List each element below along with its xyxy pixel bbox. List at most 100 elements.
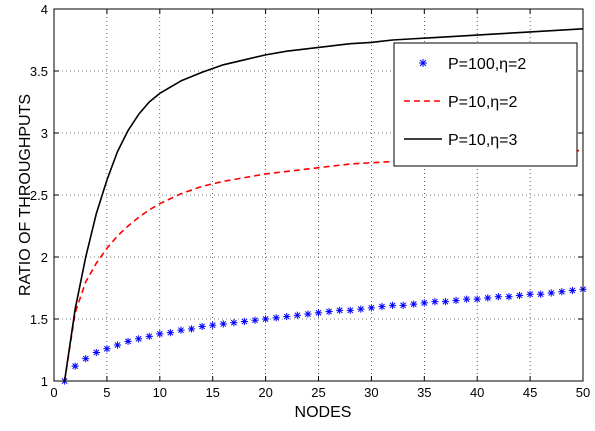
x-tick-label: 35 [417,385,431,400]
x-tick-label: 45 [523,385,537,400]
asterisk-stroke [368,304,375,311]
data-point [209,321,217,329]
data-point [484,294,492,302]
data-point [537,290,545,298]
x-tick-label: 20 [258,385,272,400]
data-point [420,299,428,307]
asterisk-stroke [315,309,322,316]
x-tick-label: 0 [50,385,57,400]
data-point [558,288,566,296]
data-point [103,345,111,353]
data-point [410,300,418,308]
asterisk-stroke [474,296,481,303]
data-point [388,301,397,309]
asterisk-stroke [283,313,290,320]
x-axis-label: NODES [295,404,352,421]
asterisk-stroke [357,306,364,313]
ticks-layer: 0 5 10 15 20 25 30 35 40 45 50 1 1.5 2 2.5 3 3.5 4 [30,2,590,400]
asterisk-stroke [537,291,544,298]
legend-label: P=100,η=2 [448,56,526,73]
data-point [187,325,196,333]
data-point [71,362,79,370]
asterisk-stroke [453,297,459,304]
data-point [283,312,291,321]
y-axis-label: RATIO OF THROUGHPUTS [17,94,34,296]
asterisk-stroke [252,317,258,324]
asterisk-stroke [336,307,343,314]
series-layer [60,28,587,385]
data-point [262,315,270,323]
asterisk-stroke [569,287,576,294]
asterisk-stroke [230,319,237,326]
asterisk-stroke [220,321,227,327]
data-point [336,306,344,314]
data-point [82,355,90,363]
asterisk-stroke [82,355,89,362]
legend: P=100,η=2 P=10,η=2 P=10,η=3 [393,42,578,167]
y-tick-label: 1 [41,374,48,389]
series-line [63,28,584,382]
asterisk-stroke [178,327,184,334]
data-point [441,298,450,306]
x-tick-label: 15 [205,385,219,400]
data-point [399,301,407,309]
asterisk-stroke [505,293,512,300]
data-point [568,286,577,295]
x-tick-label: 5 [103,385,110,400]
data-point [452,296,460,304]
asterisk-stroke [484,294,491,301]
x-tick-label: 50 [576,385,590,400]
series-line [63,149,584,382]
asterisk-stroke [442,298,449,305]
asterisk-stroke [241,318,248,325]
data-point [219,320,227,328]
y-tick-label: 2 [41,250,48,265]
data-point [135,335,143,343]
asterisk-stroke [516,292,523,299]
data-point [113,341,122,349]
asterisk-stroke [326,308,333,315]
data-point [378,303,386,311]
asterisk-stroke [188,325,195,332]
asterisk-stroke [262,316,269,322]
asterisk-stroke [389,302,396,309]
data-point [431,298,439,306]
data-point [494,293,502,301]
y-tick-label: 4 [41,2,48,17]
asterisk-stroke [410,301,417,308]
asterisk-stroke [527,291,534,298]
asterisk-stroke [304,311,311,317]
data-point [251,316,259,324]
series-1 [60,285,587,385]
data-point [367,304,375,312]
asterisk-stroke [548,290,555,296]
x-tick-label: 10 [153,385,167,400]
data-point [357,305,365,313]
data-point [272,314,280,322]
x-tick-label: 30 [364,385,378,400]
asterisk-stroke [431,298,438,305]
asterisk-stroke [93,349,100,356]
data-point [166,329,174,337]
asterisk-stroke [167,329,174,336]
data-point [92,348,100,357]
asterisk-stroke [347,307,354,314]
data-point [177,326,185,334]
legend-label: P=10,η=2 [448,94,518,111]
data-point [156,330,164,338]
series-2 [63,149,584,382]
data-point [293,311,301,319]
series-3 [63,28,584,382]
asterisk-stroke [209,322,216,329]
asterisk-stroke [156,330,163,337]
data-point [346,306,354,314]
asterisk-stroke [495,293,502,300]
asterisk-stroke [114,342,121,348]
asterisk-stroke [146,333,153,340]
data-point [240,317,249,326]
asterisk-stroke [421,299,428,306]
legend-label: P=10,η=3 [448,132,518,149]
asterisk-stroke [558,288,565,295]
y-tick-label: 3 [41,126,48,141]
